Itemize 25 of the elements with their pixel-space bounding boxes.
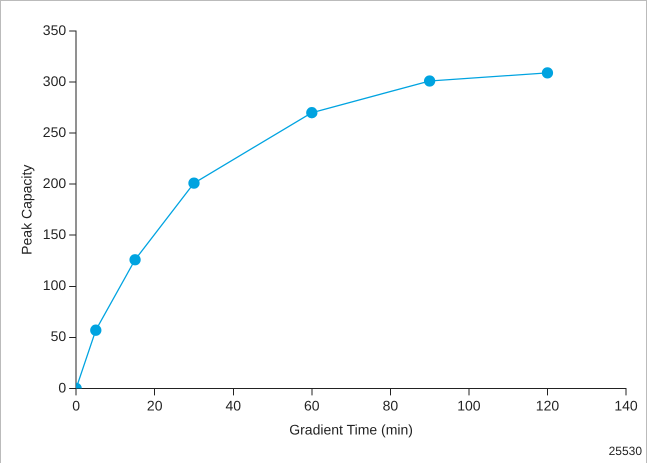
y-tick-label: 300 (42, 72, 66, 89)
point (306, 107, 318, 118)
y-tick-label: 350 (42, 22, 66, 38)
y-tick-label: 200 (42, 175, 66, 192)
x-axis-title: Gradient Time (min) (289, 421, 413, 438)
point (542, 67, 554, 79)
x-tick-label: 40 (225, 398, 242, 414)
point (90, 324, 102, 336)
point (129, 254, 141, 266)
point (424, 75, 436, 87)
point (188, 178, 200, 189)
x-tick-label: 0 (72, 398, 80, 414)
x-tick-label: 80 (382, 398, 398, 414)
x-tick-label: 60 (304, 398, 320, 414)
x-tick-label: 140 (614, 398, 638, 414)
x-tick-label: 20 (146, 398, 163, 414)
text: 25530 (608, 444, 642, 458)
x-tick-label: 100 (457, 398, 481, 414)
y-tick-label: 0 (58, 379, 66, 396)
x-tick-label: 120 (536, 398, 560, 414)
y-tick-label: 150 (42, 226, 66, 242)
y-axis-title: Peak Capacity (18, 164, 34, 255)
y-tick-label: 250 (42, 124, 66, 140)
y-tick-label: 100 (42, 277, 66, 294)
y-tick-label: 50 (50, 328, 66, 344)
